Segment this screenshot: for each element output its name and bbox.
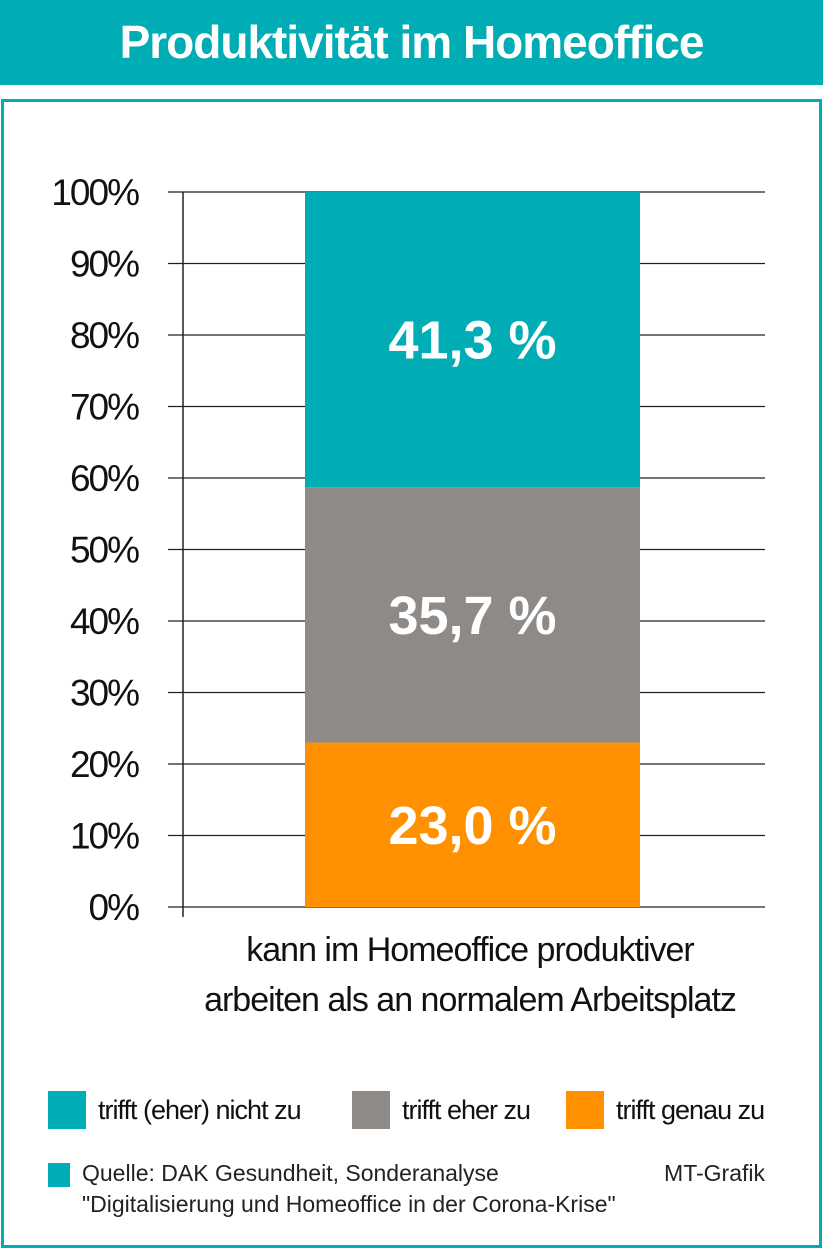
bar-segment — [305, 192, 640, 488]
legend-swatch — [48, 1091, 86, 1129]
legend-label: trifft genau zu — [616, 1094, 765, 1125]
data-label: 41,3 % — [388, 311, 556, 371]
credit: MT-Grafik — [664, 1160, 765, 1186]
y-tick-label: 100% — [51, 172, 139, 213]
y-tick-label: 20% — [70, 744, 139, 785]
legend-label: trifft eher zu — [402, 1094, 531, 1125]
y-tick-label: 60% — [70, 458, 139, 499]
title-bar — [0, 0, 823, 85]
legend-swatch — [352, 1091, 390, 1129]
x-category-line-2: arbeiten als an normalem Arbeitsplatz — [204, 981, 737, 1019]
legend-label: trifft (eher) nicht zu — [98, 1094, 302, 1125]
bar-segment — [305, 742, 640, 907]
source-line-1: Quelle: DAK Gesundheit, Sonderanalyse — [82, 1160, 499, 1186]
chart-frame — [1, 99, 822, 1248]
legend-item-eher-zu: trifft eher zu — [352, 1091, 531, 1129]
y-tick-label: 30% — [70, 673, 139, 714]
y-tick-label: 90% — [70, 244, 139, 285]
source-marker — [48, 1163, 70, 1187]
y-tick-label: 70% — [70, 387, 139, 428]
legend-item-genau-zu: trifft genau zu — [566, 1091, 765, 1129]
y-tick-label: 50% — [70, 530, 139, 571]
source-line-2: "Digitalisierung und Homeoffice in der C… — [82, 1191, 616, 1217]
y-tick-label: 0% — [89, 887, 140, 928]
data-label: 35,7 % — [388, 586, 556, 646]
data-label: 23,0 % — [388, 796, 556, 856]
source-text: Quelle: DAK Gesundheit, Sonderanalyse "D… — [82, 1158, 616, 1220]
chart-title: Produktivität im Homeoffice — [119, 16, 705, 68]
x-category-line-1: kann im Homeoffice produktiver — [246, 931, 694, 969]
legend-item-nicht-zu: trifft (eher) nicht zu — [48, 1091, 302, 1129]
x-category-label: kann im Homeoffice produktiver arbeiten … — [150, 925, 790, 1025]
bar-segment — [305, 487, 640, 743]
y-tick-label: 80% — [70, 315, 139, 356]
y-tick-label: 40% — [70, 601, 139, 642]
legend-swatch — [566, 1091, 604, 1129]
y-tick-label: 10% — [70, 816, 139, 857]
